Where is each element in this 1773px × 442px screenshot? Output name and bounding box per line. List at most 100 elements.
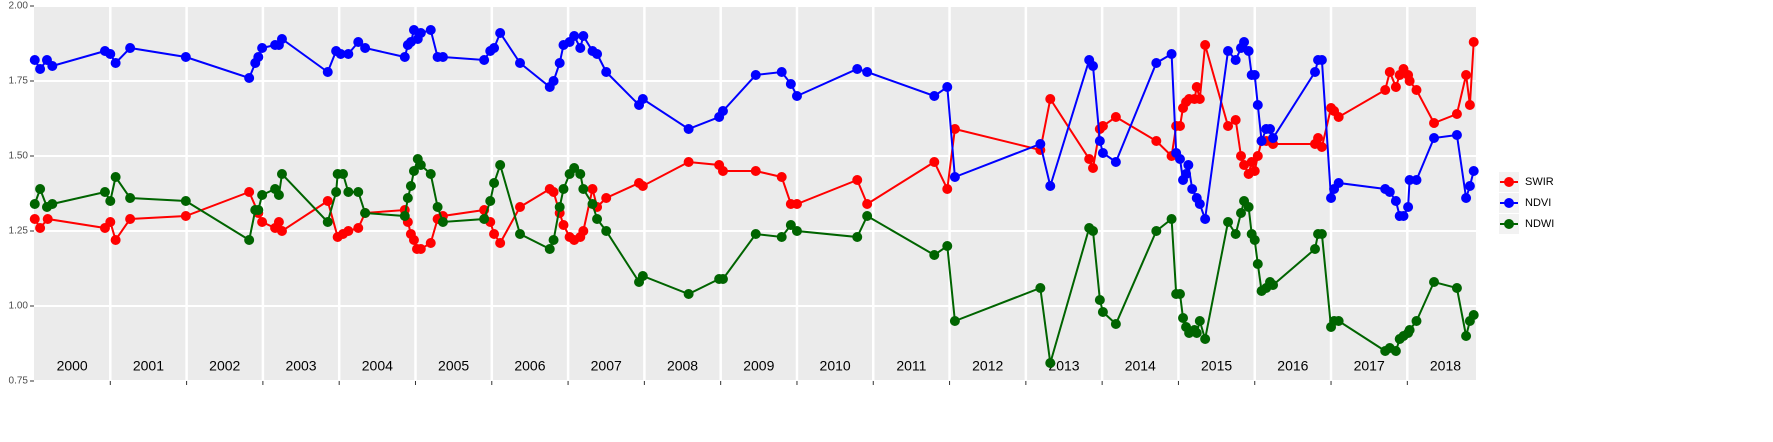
data-point (575, 169, 586, 179)
data-point (1045, 94, 1056, 104)
data-point (1194, 199, 1205, 209)
data-point (1398, 211, 1409, 221)
data-point (1411, 85, 1422, 95)
data-point (35, 64, 46, 74)
data-point (125, 43, 136, 53)
data-point (425, 238, 436, 248)
data-point (578, 226, 589, 236)
data-point (683, 124, 694, 134)
data-point (1223, 121, 1234, 131)
data-point (331, 187, 342, 197)
data-point (1110, 319, 1121, 329)
data-point (1087, 61, 1098, 71)
data-point (1087, 226, 1098, 236)
data-point (42, 214, 53, 224)
data-point (1223, 217, 1234, 227)
x-tick-label: 2012 (972, 358, 1003, 374)
x-tick-label: 2011 (896, 358, 926, 374)
data-point (791, 226, 802, 236)
y-tick-label: 1.25 (9, 226, 29, 237)
data-point (489, 178, 500, 188)
data-point (408, 235, 419, 245)
y-tick-label: 1.00 (9, 301, 29, 312)
data-point (353, 37, 364, 47)
data-point (1110, 157, 1121, 167)
data-point (683, 289, 694, 299)
data-point (110, 58, 121, 68)
data-point (1243, 46, 1254, 56)
data-point (587, 184, 598, 194)
legend-marker (1504, 177, 1514, 187)
data-point (548, 76, 559, 86)
data-point (1411, 175, 1422, 185)
data-point (1461, 331, 1472, 341)
data-point (35, 223, 46, 233)
data-point (180, 211, 191, 221)
data-point (1246, 157, 1257, 167)
x-tick-label: 2015 (1201, 358, 1232, 374)
legend-label: SWIR (1525, 176, 1554, 188)
data-point (35, 184, 46, 194)
data-point (637, 271, 648, 281)
data-point (554, 58, 565, 68)
data-point (1468, 166, 1479, 176)
data-point (1333, 112, 1344, 122)
data-point (105, 196, 116, 206)
legend-marker (1504, 219, 1514, 229)
data-point (949, 316, 960, 326)
data-point (929, 250, 940, 260)
x-tick-label: 2018 (1430, 358, 1461, 374)
data-point (578, 184, 589, 194)
data-point (785, 79, 796, 89)
y-tick-label: 0.75 (9, 376, 29, 387)
data-point (1239, 37, 1250, 47)
data-point (515, 58, 526, 68)
data-point (1191, 328, 1202, 338)
data-point (1243, 202, 1254, 212)
data-point (569, 31, 580, 41)
data-point (1094, 295, 1105, 305)
data-point (1451, 283, 1462, 293)
data-point (862, 211, 873, 221)
data-point (852, 232, 863, 242)
data-point (415, 28, 426, 38)
data-point (1265, 124, 1275, 134)
x-tick-label: 2007 (591, 358, 622, 374)
data-point (717, 106, 728, 116)
data-point (408, 166, 419, 176)
data-point (1468, 310, 1479, 320)
data-point (338, 169, 348, 179)
data-point (1097, 148, 1108, 158)
data-point (425, 25, 436, 35)
data-point (1316, 229, 1327, 239)
data-point (437, 52, 448, 62)
data-point (852, 175, 863, 185)
data-point (637, 181, 648, 191)
data-point (558, 184, 569, 194)
data-point (1097, 121, 1108, 131)
data-point (548, 235, 559, 245)
data-point (1252, 151, 1263, 161)
x-tick-label: 2010 (820, 358, 851, 374)
data-point (554, 202, 565, 212)
data-point (485, 196, 496, 206)
data-point (1035, 283, 1046, 293)
data-point (180, 196, 191, 206)
data-point (273, 217, 284, 227)
data-point (1310, 67, 1321, 77)
data-point (1333, 178, 1344, 188)
data-point (1035, 139, 1046, 149)
data-point (1461, 193, 1472, 203)
data-point (1390, 346, 1401, 356)
data-point (105, 217, 116, 227)
data-point (1249, 235, 1260, 245)
x-tick-label: 2013 (1048, 358, 1079, 374)
data-point (1429, 277, 1440, 287)
data-point (791, 91, 802, 101)
data-point (942, 184, 953, 194)
data-point (110, 235, 121, 245)
data-point (244, 235, 255, 245)
data-point (415, 160, 426, 170)
data-point (683, 157, 694, 167)
data-point (1333, 316, 1344, 326)
